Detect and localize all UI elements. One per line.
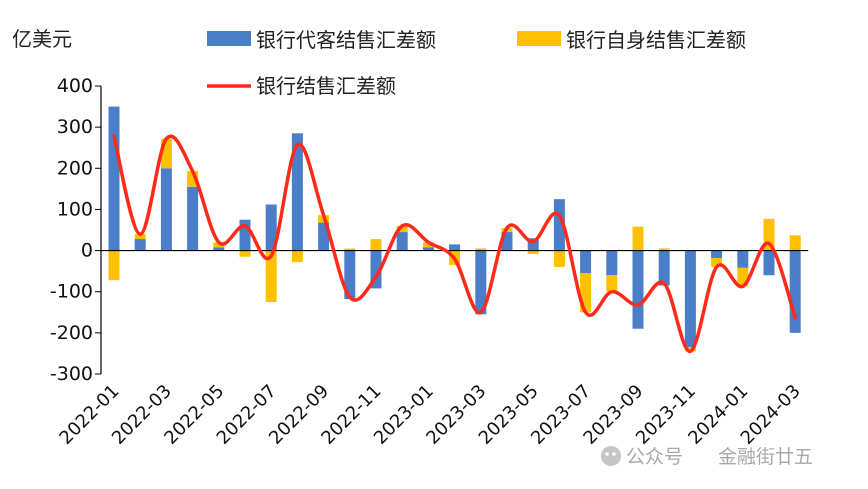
bar-customer-2023-01 — [422, 247, 434, 251]
bar-customer-2023-12 — [711, 250, 723, 258]
bar-customer-2023-04 — [501, 232, 513, 251]
bar-customer-2022-11 — [370, 250, 382, 289]
bar-customer-2023-09 — [632, 250, 644, 329]
y-tick-label-0: 0 — [81, 240, 93, 262]
legend-swatch-self — [517, 31, 561, 46]
bar-self-2022-04 — [187, 171, 199, 187]
legend-label-customer: 银行代客结售汇差额 — [256, 28, 436, 52]
wechat-icon — [601, 446, 621, 466]
bar-customer-2022-03 — [160, 168, 172, 251]
bar-customer-2022-04 — [187, 186, 199, 251]
bar-customer-2022-05 — [213, 247, 225, 251]
y-tick-label--200: -200 — [50, 322, 93, 344]
bar-self-2022-05 — [213, 242, 225, 248]
bar-self-2023-12 — [711, 257, 723, 268]
bar-customer-2022-07 — [265, 204, 277, 251]
y-unit-label: 亿美元 — [12, 27, 72, 51]
watermark-prefix: 公众号 — [626, 446, 683, 468]
bar-self-2022-06 — [239, 250, 251, 257]
bar-self-2022-03 — [160, 138, 172, 169]
bar-self-2023-01 — [422, 242, 434, 248]
y-tick-label-400: 400 — [57, 75, 93, 97]
bar-customer-2022-01 — [108, 106, 120, 251]
y-tick-label--100: -100 — [50, 281, 93, 303]
bar-customer-2022-10 — [344, 250, 356, 300]
bar-self-2022-08 — [291, 250, 303, 263]
bar-self-2022-01 — [108, 250, 120, 281]
bar-customer-2023-05 — [527, 238, 539, 251]
bar-customer-2024-01 — [737, 250, 749, 268]
bar-customer-2023-02 — [449, 244, 461, 251]
bar-customer-2022-12 — [396, 232, 408, 251]
bar-customer-2022-08 — [291, 133, 303, 251]
bar-self-2023-03 — [475, 248, 487, 251]
bar-customer-2023-03 — [475, 250, 487, 315]
bar-customer-2023-08 — [606, 250, 618, 276]
bar-self-2024-03 — [789, 235, 801, 251]
bar-self-2022-07 — [265, 250, 277, 302]
legend-label-total: 银行结售汇差额 — [256, 74, 396, 98]
bar-customer-2022-09 — [318, 222, 330, 251]
y-tick-label-100: 100 — [57, 198, 93, 220]
bar-self-2022-12 — [396, 225, 408, 233]
bar-self-2022-10 — [344, 248, 356, 251]
bar-self-2022-02 — [134, 234, 146, 240]
wechat-icon-dot — [605, 452, 609, 456]
bar-self-2024-01 — [737, 267, 749, 287]
legend-swatch-customer — [207, 31, 251, 46]
y-tick-label-300: 300 — [57, 116, 93, 138]
legend: 银行代客结售汇差额 银行自身结售汇差额 银行结售汇差额 — [207, 28, 746, 98]
bar-customer-2023-06 — [553, 199, 565, 251]
bar-customer-2024-03 — [789, 250, 801, 333]
bar-customer-2023-07 — [580, 250, 592, 274]
bar-customer-2022-02 — [134, 239, 146, 251]
y-tick-label--300: -300 — [50, 363, 93, 385]
bar-self-2023-10 — [658, 248, 670, 251]
bar-customer-2022-06 — [239, 219, 251, 251]
watermark: 公众号 金融街廿五 — [601, 446, 813, 468]
bar-self-2023-06 — [553, 250, 565, 268]
legend-label-self: 银行自身结售汇差额 — [566, 28, 746, 52]
bar-self-2023-08 — [606, 275, 618, 292]
bar-self-2023-09 — [632, 226, 644, 251]
y-tick-label-200: 200 — [57, 157, 93, 179]
line-total-net — [112, 134, 797, 354]
bar-customer-2023-11 — [684, 250, 696, 348]
plot-area — [100, 86, 809, 374]
bar-self-2022-11 — [370, 239, 382, 251]
bar-self-2023-07 — [580, 273, 592, 313]
wechat-icon-dot-2 — [612, 452, 616, 456]
bar-self-2023-05 — [527, 250, 539, 254]
bar-customer-2023-10 — [658, 250, 670, 286]
bar-customer-2024-02 — [763, 250, 775, 276]
bar-self-2024-02 — [763, 218, 775, 251]
bar-self-2023-11 — [684, 347, 696, 352]
watermark-name: 金融街廿五 — [718, 446, 813, 468]
